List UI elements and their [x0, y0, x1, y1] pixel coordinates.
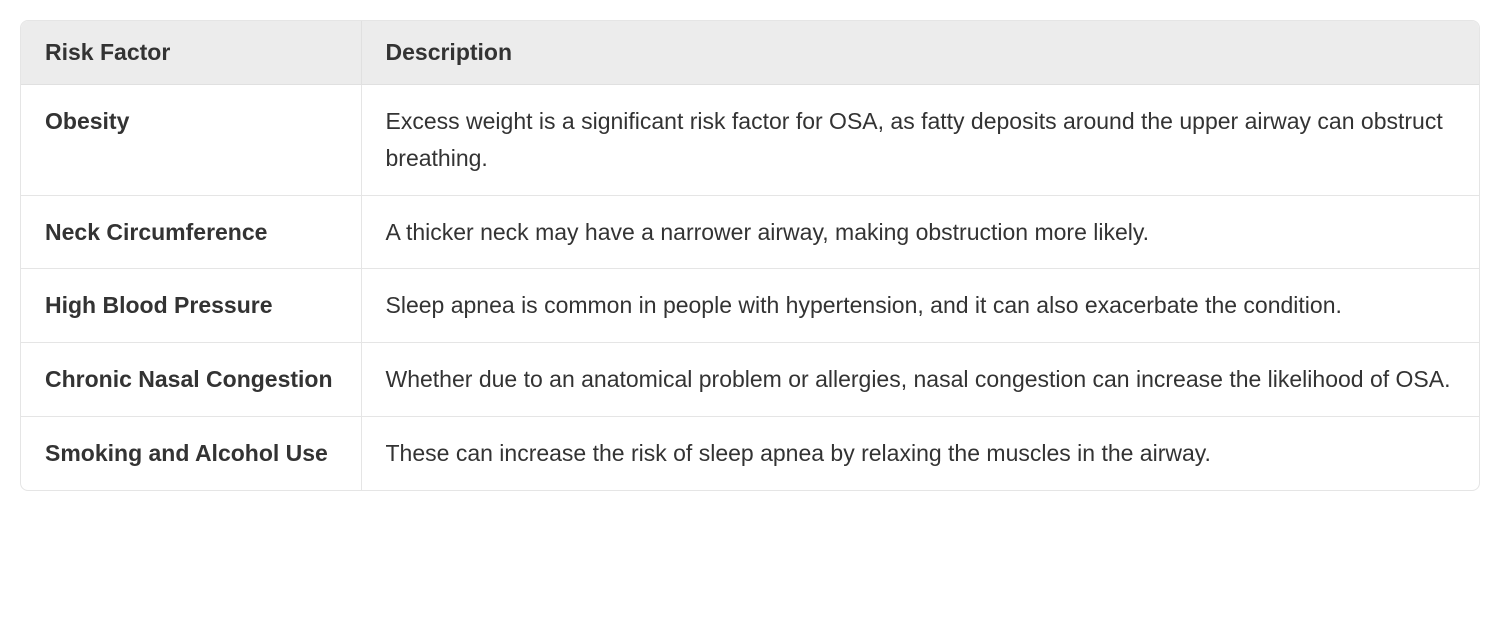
column-header-risk-factor: Risk Factor — [21, 21, 361, 85]
risk-factor-cell: Neck Circumference — [21, 195, 361, 269]
table-row: High Blood Pressure Sleep apnea is commo… — [21, 269, 1479, 343]
risk-factor-cell: High Blood Pressure — [21, 269, 361, 343]
table-row: Smoking and Alcohol Use These can increa… — [21, 416, 1479, 489]
risk-factor-cell: Chronic Nasal Congestion — [21, 343, 361, 417]
description-cell: Whether due to an anatomical problem or … — [361, 343, 1479, 417]
risk-factor-cell: Obesity — [21, 85, 361, 196]
description-cell: Excess weight is a significant risk fact… — [361, 85, 1479, 196]
risk-factor-cell: Smoking and Alcohol Use — [21, 416, 361, 489]
description-cell: These can increase the risk of sleep apn… — [361, 416, 1479, 489]
description-cell: A thicker neck may have a narrower airwa… — [361, 195, 1479, 269]
column-header-description: Description — [361, 21, 1479, 85]
risk-factors-table: Risk Factor Description Obesity Excess w… — [21, 21, 1479, 490]
table-header-row: Risk Factor Description — [21, 21, 1479, 85]
table-row: Neck Circumference A thicker neck may ha… — [21, 195, 1479, 269]
description-cell: Sleep apnea is common in people with hyp… — [361, 269, 1479, 343]
risk-factors-table-container: Risk Factor Description Obesity Excess w… — [20, 20, 1480, 491]
table-row: Chronic Nasal Congestion Whether due to … — [21, 343, 1479, 417]
table-row: Obesity Excess weight is a significant r… — [21, 85, 1479, 196]
